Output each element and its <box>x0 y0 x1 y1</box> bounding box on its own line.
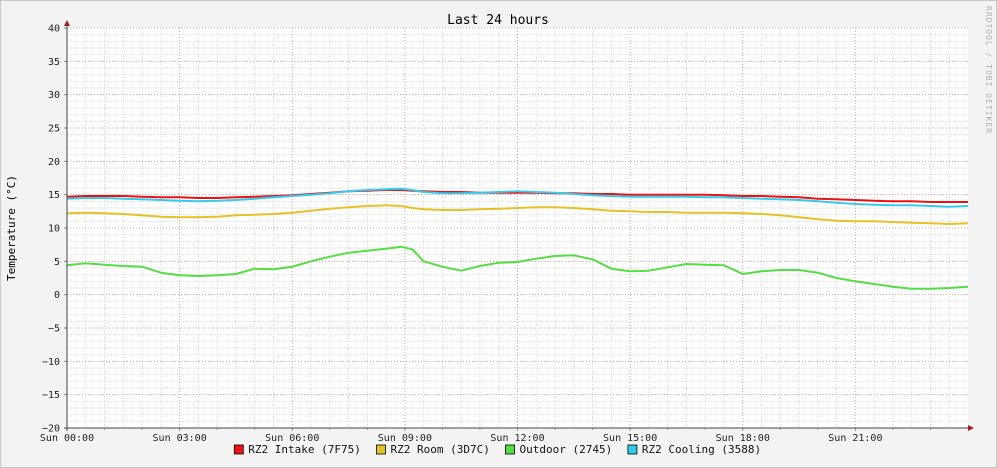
y-tick-label: 5 <box>54 257 60 268</box>
y-tick-label: 0 <box>54 290 60 301</box>
series-line-1 <box>66 189 968 203</box>
series-line-4 <box>66 187 969 208</box>
x-tick-label: Sun 18:00 <box>716 433 770 444</box>
x-tick-label: Sun 00:00 <box>40 433 94 444</box>
y-tick-label: 30 <box>48 90 60 101</box>
x-axis-arrow <box>968 425 974 431</box>
y-tick-label: −15 <box>42 390 60 401</box>
y-tick-labels: 40 35 30 25 20 15 10 5 0 −5 −10 −15 −20 <box>42 24 60 435</box>
series-layer <box>66 187 969 290</box>
y-tick-label: 10 <box>48 224 60 235</box>
x-tick-label: Sun 15:00 <box>603 433 657 444</box>
y-tick-label: −10 <box>42 357 60 368</box>
x-tick-label: Sun 12:00 <box>490 433 544 444</box>
x-tick-label: Sun 09:00 <box>378 433 432 444</box>
legend-swatch-4 <box>627 444 638 455</box>
y-axis-arrow <box>64 20 70 26</box>
legend-label-1: RZ2 Intake (7F75) <box>248 443 361 456</box>
x-tick-label: Sun 03:00 <box>153 433 207 444</box>
legend-swatch-3 <box>505 444 515 455</box>
y-tick-label: −20 <box>42 424 60 435</box>
legend-swatch-2 <box>376 444 386 455</box>
legend-swatch-1 <box>233 444 244 455</box>
axes <box>64 20 974 431</box>
legend-label-2: RZ2 Room (3D7C) <box>391 443 490 456</box>
y-axis-label: Temperature (°C) <box>5 175 18 281</box>
x-tick-label: Sun 06:00 <box>265 433 319 444</box>
y-tick-label: 15 <box>48 190 60 201</box>
x-tick-labels: Sun 00:00 Sun 03:00 Sun 06:00 Sun 09:00 Sun … <box>40 433 883 444</box>
y-tick-label: 25 <box>48 124 60 135</box>
legend: RZ2 Intake (7F75) RZ2 Room (3D7C) Outdoor … <box>233 443 761 456</box>
x-tick-label: Sun 21:00 <box>828 433 882 444</box>
y-tick-label: 35 <box>48 57 60 68</box>
series-line-2 <box>66 204 969 225</box>
chart-title: Last 24 hours <box>447 13 549 28</box>
y-tick-label: −5 <box>48 324 60 335</box>
series-line-3 <box>66 245 969 290</box>
watermark: RRDTOOL / TOBI OETIKER <box>984 6 993 134</box>
legend-label-4: RZ2 Cooling (3588) <box>642 443 761 456</box>
legend-label-3: Outdoor (2745) <box>520 443 613 456</box>
y-tick-label: 40 <box>48 24 60 35</box>
y-tick-label: 20 <box>48 157 60 168</box>
